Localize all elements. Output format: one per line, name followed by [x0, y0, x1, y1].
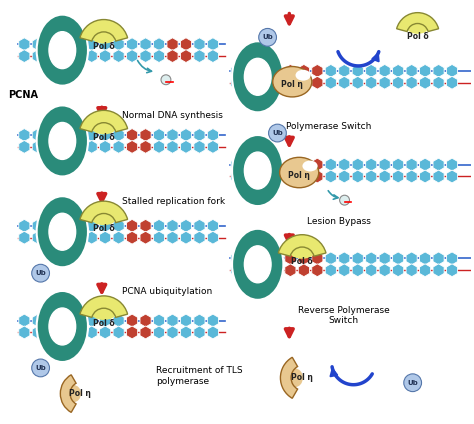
Text: PCNA ubiquitylation: PCNA ubiquitylation: [121, 287, 212, 296]
Text: Polymerase Switch: Polymerase Switch: [286, 122, 372, 131]
Text: Stalled replication fork: Stalled replication fork: [121, 197, 225, 206]
Ellipse shape: [245, 152, 271, 189]
Ellipse shape: [91, 212, 116, 225]
Ellipse shape: [49, 32, 76, 69]
Text: Ub: Ub: [35, 365, 46, 371]
Circle shape: [259, 28, 276, 46]
Text: Pol η: Pol η: [69, 389, 91, 398]
Circle shape: [340, 195, 349, 205]
Ellipse shape: [91, 30, 116, 44]
Ellipse shape: [36, 14, 88, 86]
Ellipse shape: [245, 59, 271, 95]
Text: Ub: Ub: [272, 130, 283, 136]
Text: Pol δ: Pol δ: [93, 133, 115, 142]
Ellipse shape: [273, 67, 312, 97]
Circle shape: [161, 75, 171, 85]
Ellipse shape: [232, 135, 283, 206]
Wedge shape: [80, 20, 128, 41]
Text: Pol δ: Pol δ: [407, 32, 428, 41]
Ellipse shape: [36, 106, 88, 176]
Circle shape: [32, 359, 49, 377]
Ellipse shape: [407, 22, 428, 34]
Ellipse shape: [91, 307, 116, 320]
Text: Reverse Polymerase
Switch: Reverse Polymerase Switch: [298, 306, 390, 325]
Wedge shape: [80, 296, 128, 318]
Text: Recruitment of TLS
polymerase: Recruitment of TLS polymerase: [156, 366, 243, 385]
Ellipse shape: [302, 161, 318, 171]
Wedge shape: [397, 13, 438, 31]
Circle shape: [269, 124, 286, 142]
Text: PCNA: PCNA: [8, 89, 38, 100]
Ellipse shape: [49, 213, 76, 250]
Ellipse shape: [36, 196, 88, 267]
Text: Ub: Ub: [35, 270, 46, 276]
Wedge shape: [278, 235, 326, 256]
Ellipse shape: [245, 246, 271, 283]
Ellipse shape: [36, 291, 88, 362]
Text: Ub: Ub: [407, 380, 418, 386]
Text: Pol η: Pol η: [282, 81, 303, 89]
Circle shape: [404, 374, 421, 392]
Wedge shape: [80, 110, 128, 132]
Text: Pol η: Pol η: [291, 373, 313, 382]
Text: Lesion Bypass: Lesion Bypass: [307, 218, 371, 226]
Text: Normal DNA synthesis: Normal DNA synthesis: [121, 111, 222, 120]
Text: Ub: Ub: [262, 34, 273, 40]
Ellipse shape: [49, 123, 76, 159]
Ellipse shape: [66, 385, 81, 402]
Ellipse shape: [295, 70, 311, 81]
Ellipse shape: [49, 308, 76, 345]
Ellipse shape: [286, 368, 303, 387]
Text: Pol η: Pol η: [288, 171, 310, 180]
Wedge shape: [60, 375, 76, 413]
Wedge shape: [281, 357, 298, 398]
Ellipse shape: [290, 245, 314, 259]
Ellipse shape: [280, 157, 319, 188]
Text: Pol δ: Pol δ: [93, 42, 115, 51]
Wedge shape: [80, 201, 128, 223]
Circle shape: [32, 264, 49, 282]
Text: Pol δ: Pol δ: [93, 318, 115, 327]
Ellipse shape: [91, 121, 116, 134]
Ellipse shape: [232, 229, 283, 300]
Ellipse shape: [232, 41, 283, 112]
Text: Pol δ: Pol δ: [291, 257, 313, 266]
Text: Pol δ: Pol δ: [93, 224, 115, 233]
